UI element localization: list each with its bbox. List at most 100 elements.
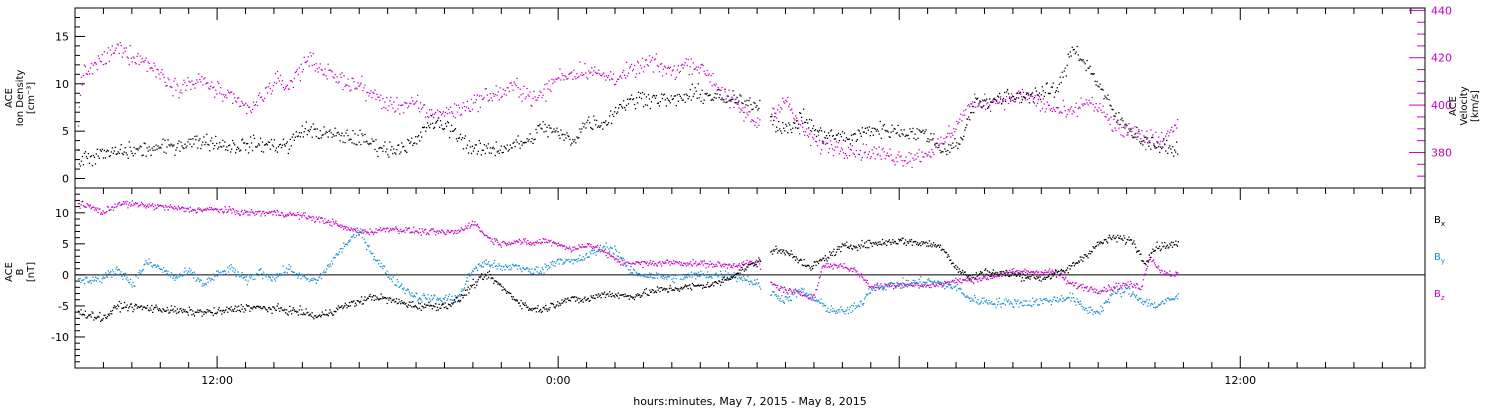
bx-point bbox=[106, 318, 107, 319]
velocity-point bbox=[264, 98, 265, 99]
velocity-point bbox=[1000, 96, 1001, 97]
velocity-point bbox=[362, 90, 363, 91]
bz-point bbox=[1177, 272, 1178, 273]
velocity-point bbox=[139, 64, 140, 65]
density-point bbox=[1126, 125, 1127, 126]
density-point bbox=[143, 155, 144, 156]
bz-point bbox=[495, 240, 496, 241]
bz-point bbox=[760, 269, 761, 270]
bz-point bbox=[719, 263, 720, 264]
by-point bbox=[862, 304, 863, 305]
bz-point bbox=[1013, 268, 1014, 269]
by-point bbox=[756, 282, 757, 283]
velocity-point bbox=[927, 154, 928, 155]
bx-point bbox=[80, 314, 81, 315]
density-point bbox=[1079, 60, 1080, 61]
velocity-point bbox=[160, 72, 161, 73]
density-point bbox=[161, 144, 162, 145]
density-point bbox=[752, 109, 753, 110]
by-point bbox=[726, 274, 727, 275]
bz-point bbox=[840, 263, 841, 264]
velocity-point bbox=[622, 72, 623, 73]
density-point bbox=[838, 133, 839, 134]
velocity-point bbox=[1059, 112, 1060, 113]
by-point bbox=[508, 269, 509, 270]
density-point bbox=[883, 125, 884, 126]
by-point bbox=[590, 253, 591, 254]
velocity-point bbox=[612, 79, 613, 80]
by-point bbox=[423, 293, 424, 294]
velocity-point bbox=[689, 74, 690, 75]
velocity-point bbox=[785, 100, 786, 101]
density-point bbox=[630, 98, 631, 99]
velocity-point bbox=[358, 86, 359, 87]
by-point bbox=[935, 282, 936, 283]
by-point bbox=[1016, 303, 1017, 304]
density-point bbox=[779, 128, 780, 129]
density-point bbox=[487, 148, 488, 149]
density-point bbox=[167, 139, 168, 140]
by-point bbox=[181, 274, 182, 275]
density-point bbox=[1136, 127, 1137, 128]
velocity-point bbox=[662, 75, 663, 76]
by-point bbox=[150, 262, 151, 263]
by-point bbox=[624, 260, 625, 261]
velocity-point bbox=[474, 95, 475, 96]
density-point bbox=[376, 151, 377, 152]
density-point bbox=[875, 128, 876, 129]
density-point bbox=[200, 148, 201, 149]
bz-point bbox=[183, 207, 184, 208]
velocity-point bbox=[252, 109, 253, 110]
velocity-point bbox=[269, 83, 270, 84]
density-point bbox=[1043, 90, 1044, 91]
bz-point bbox=[1038, 271, 1039, 272]
velocity-point bbox=[367, 92, 368, 93]
by-point bbox=[169, 274, 170, 275]
density-point bbox=[714, 97, 715, 98]
bz-point bbox=[685, 263, 686, 264]
density-point bbox=[464, 138, 465, 139]
density-point bbox=[599, 127, 600, 128]
bz-point bbox=[440, 232, 441, 233]
velocity-point bbox=[1009, 96, 1010, 97]
velocity-point bbox=[895, 164, 896, 165]
velocity-point bbox=[376, 94, 377, 95]
velocity-point bbox=[756, 127, 757, 128]
by-point bbox=[262, 278, 263, 279]
bz-point bbox=[1017, 270, 1018, 271]
velocity-point bbox=[615, 84, 616, 85]
velocity-point bbox=[415, 102, 416, 103]
density-point bbox=[1015, 99, 1016, 100]
velocity-point bbox=[162, 74, 163, 75]
bz-point bbox=[699, 264, 700, 265]
by-point bbox=[297, 278, 298, 279]
bz-point bbox=[244, 210, 245, 211]
bz-point bbox=[937, 286, 938, 287]
bz-point bbox=[688, 264, 689, 265]
by-point bbox=[283, 265, 284, 266]
velocity-point bbox=[125, 51, 126, 52]
bz-point bbox=[190, 207, 191, 208]
density-point bbox=[557, 131, 558, 132]
bz-point bbox=[101, 212, 102, 213]
bz-point bbox=[514, 240, 515, 241]
by-point bbox=[555, 266, 556, 267]
density-point bbox=[186, 145, 187, 146]
density-point bbox=[105, 157, 106, 158]
bx-point bbox=[126, 307, 127, 308]
velocity-point bbox=[578, 76, 579, 77]
density-point bbox=[1168, 147, 1169, 148]
density-point bbox=[242, 139, 243, 140]
density-point bbox=[1058, 91, 1059, 92]
velocity-point bbox=[875, 158, 876, 159]
velocity-point bbox=[313, 53, 314, 54]
by-point bbox=[193, 277, 194, 278]
by-point bbox=[244, 276, 245, 277]
bz-point bbox=[260, 215, 261, 216]
velocity-point bbox=[949, 133, 950, 134]
velocity-point bbox=[442, 113, 443, 114]
velocity-point bbox=[781, 108, 782, 109]
density-point bbox=[553, 128, 554, 129]
density-point bbox=[872, 128, 873, 129]
